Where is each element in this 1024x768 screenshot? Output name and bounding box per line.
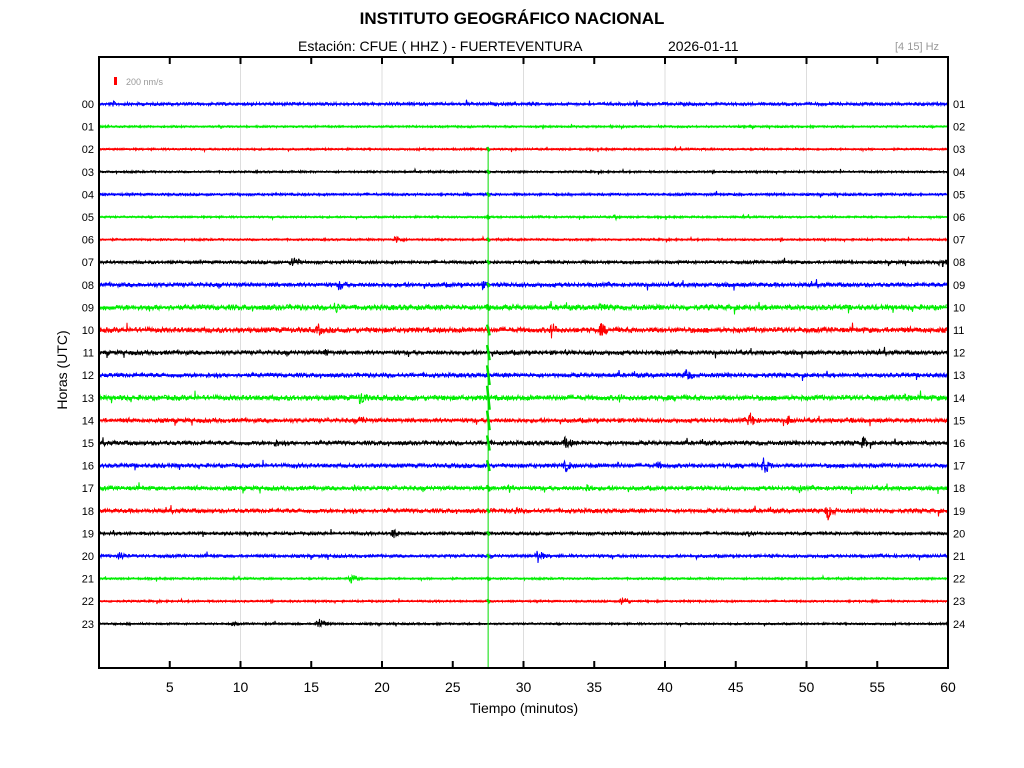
date-label: 2026-01-11 (668, 38, 739, 54)
earthquake-signal (485, 146, 491, 604)
right-hour-label: 18 (953, 483, 965, 495)
scale-bar (114, 77, 117, 85)
left-hour-label: 10 (82, 325, 94, 337)
left-hour-label: 13 (82, 393, 94, 405)
scale-label: 200 nm/s (126, 77, 164, 87)
right-hour-label: 19 (953, 506, 965, 518)
left-hour-label: 06 (82, 235, 94, 247)
right-hour-label: 16 (953, 438, 965, 450)
left-hour-label: 05 (82, 212, 94, 224)
right-hour-label: 21 (953, 551, 965, 563)
right-hour-label: 20 (953, 528, 965, 540)
left-hour-label: 15 (82, 438, 94, 450)
x-tick-label: 50 (799, 679, 815, 695)
right-hour-label: 23 (953, 596, 965, 608)
right-hour-label: 08 (953, 257, 965, 269)
right-hour-label: 12 (953, 348, 965, 360)
right-hour-label: 17 (953, 461, 965, 473)
x-axis-label: Tiempo (minutos) (469, 700, 579, 716)
x-tick-label: 35 (586, 679, 602, 695)
left-hour-label: 09 (82, 302, 94, 314)
left-hour-label: 23 (82, 619, 94, 631)
left-hour-label: 04 (82, 189, 94, 201)
left-hour-label: 18 (82, 506, 94, 518)
x-tick-label: 40 (657, 679, 673, 695)
x-tick-label: 15 (303, 679, 319, 695)
right-hour-label: 01 (953, 99, 965, 111)
left-hour-label: 02 (82, 144, 94, 156)
right-hour-label: 09 (953, 280, 965, 292)
x-tick-label: 20 (374, 679, 390, 695)
left-hour-label: 08 (82, 280, 94, 292)
right-hour-label: 02 (953, 122, 965, 134)
left-hour-label: 11 (83, 348, 94, 360)
left-hour-label: 03 (82, 167, 94, 179)
right-hour-label: 06 (953, 212, 965, 224)
right-hour-label: 05 (953, 189, 965, 201)
left-hour-label: 22 (82, 596, 94, 608)
left-hour-label: 14 (82, 415, 94, 427)
right-hour-label: 13 (953, 370, 965, 382)
right-hour-label: 04 (953, 167, 965, 179)
x-tick-label: 60 (940, 679, 956, 695)
right-hour-label: 11 (953, 325, 964, 337)
right-hour-label: 14 (953, 393, 965, 405)
left-hour-label: 00 (82, 99, 94, 111)
x-tick-label: 25 (445, 679, 461, 695)
x-tick-label: 30 (516, 679, 532, 695)
left-hour-label: 17 (82, 483, 94, 495)
x-tick-label: 10 (233, 679, 249, 695)
trace-hour-20 (98, 550, 949, 564)
left-hour-label: 07 (82, 257, 94, 269)
right-hour-label: 22 (953, 574, 965, 586)
station-label: Estación: CFUE ( HHZ ) - FUERTEVENTURA (298, 38, 583, 54)
frequency-band: [4 15] Hz (895, 41, 940, 53)
page-title: INSTITUTO GEOGRÁFICO NACIONAL (359, 9, 665, 28)
trace-hour-10 (98, 322, 949, 339)
right-hour-label: 03 (953, 144, 965, 156)
x-tick-label: 55 (869, 679, 885, 695)
left-hour-label: 16 (82, 461, 94, 473)
right-hour-label: 10 (953, 302, 965, 314)
right-hour-label: 15 (953, 415, 965, 427)
x-tick-label: 45 (728, 679, 744, 695)
left-hour-label: 20 (82, 551, 94, 563)
right-hour-label: 24 (953, 619, 965, 631)
right-hour-label: 07 (953, 235, 965, 247)
left-hour-label: 01 (82, 122, 94, 134)
left-hour-label: 21 (82, 574, 94, 586)
left-hour-label: 12 (82, 370, 94, 382)
x-tick-label: 5 (166, 679, 174, 695)
left-hour-label: 19 (82, 528, 94, 540)
